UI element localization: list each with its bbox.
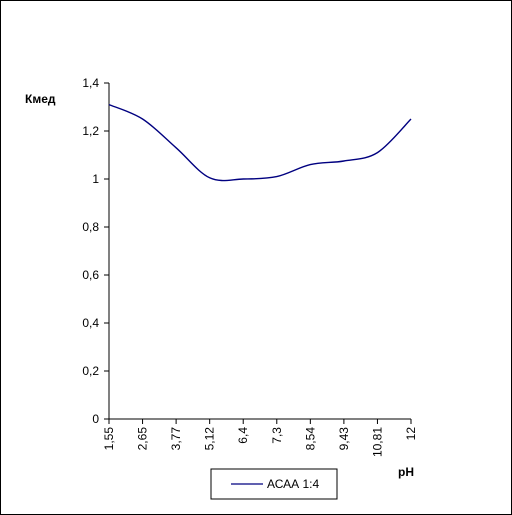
legend-label: АСАА 1:4 [267, 477, 319, 491]
y-axis-ticks: 0 0,2 0,4 0,6 0,8 1 1,2 1,4 [82, 76, 109, 426]
x-axis-ticks: 1,55 2,65 3,77 5,12 6,4 7,3 8,54 9,43 10,81 12 [102, 419, 418, 457]
x-tick-label: 1,55 [102, 427, 116, 451]
x-tick-label: 7,3 [270, 427, 284, 444]
y-axis-title: Кмед [25, 92, 56, 106]
series-line [108, 103, 412, 182]
y-tick-label: 1,4 [82, 76, 99, 90]
x-tick-label: 10,81 [370, 427, 384, 457]
y-tick-label: 0,2 [82, 364, 99, 378]
legend: АСАА 1:4 [210, 468, 338, 500]
y-tick-label: 1 [92, 172, 99, 186]
x-axis-title: pH [398, 465, 414, 479]
x-tick-label: 6,4 [236, 427, 250, 444]
x-tick-label: 2,65 [136, 427, 150, 451]
y-tick-label: 0,8 [82, 220, 99, 234]
axes [108, 83, 411, 420]
x-tick-label: 5,12 [203, 427, 217, 451]
y-tick-label: 0,4 [82, 316, 99, 330]
x-tick-label: 8,54 [303, 427, 317, 451]
y-tick-label: 0,6 [82, 268, 99, 282]
y-tick-label: 1,2 [82, 124, 99, 138]
x-tick-label: 9,43 [337, 427, 351, 451]
x-tick-label: 12 [404, 427, 418, 441]
series-layer [108, 103, 412, 182]
y-tick-label: 0 [92, 412, 99, 426]
x-tick-label: 3,77 [169, 427, 183, 451]
